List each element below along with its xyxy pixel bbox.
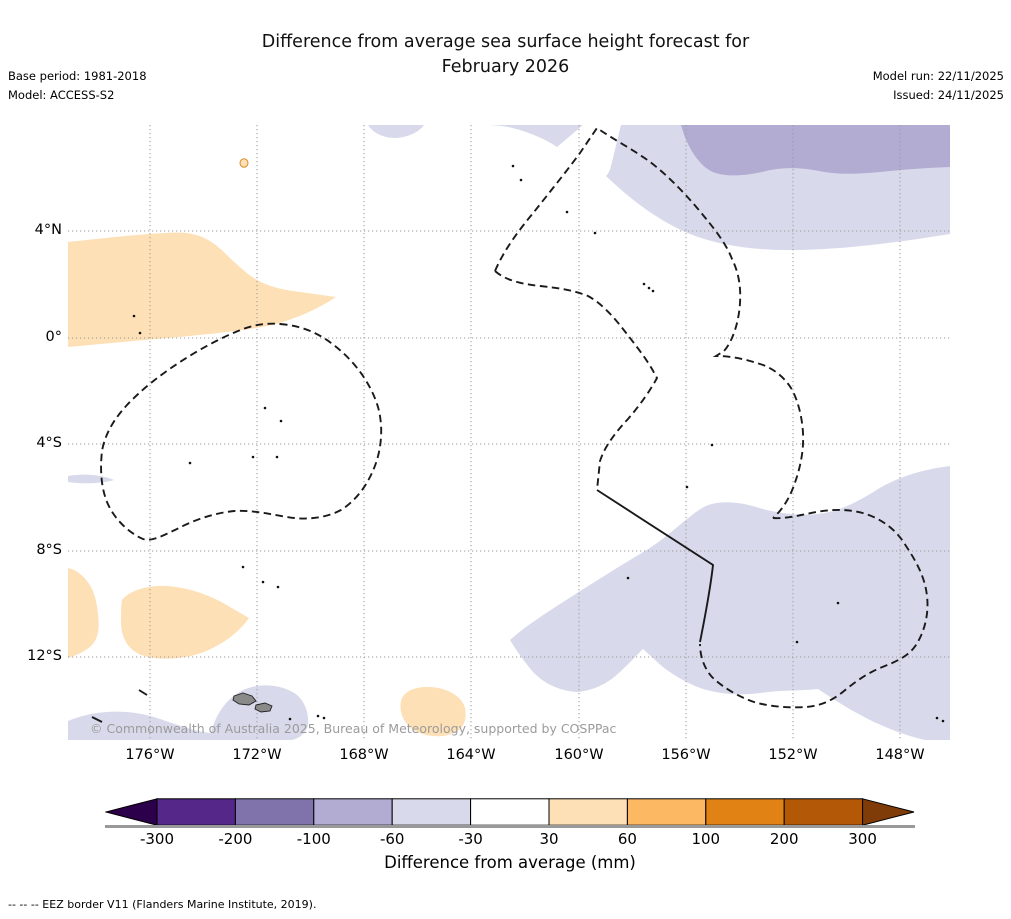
- islet-dot: [279, 419, 283, 423]
- islet-dot: [132, 314, 136, 318]
- page-title: Difference from average sea surface heig…: [0, 30, 1011, 79]
- lon-tick-label: 160°W: [554, 747, 604, 763]
- islet-dot: [710, 443, 714, 447]
- colorbar-shadow-line: [105, 825, 915, 828]
- model-run-label: Model run: 22/11/2025: [872, 69, 1004, 83]
- colorbar-tick-label: -100: [296, 830, 331, 848]
- lon-tick-label: 156°W: [661, 747, 711, 763]
- forecast-map: [68, 125, 950, 740]
- colorbar-tick-label: -30: [458, 830, 483, 848]
- colorbar-under-arrow: [105, 798, 158, 826]
- islet-dot: [511, 164, 515, 168]
- eez-border-solid: [596, 489, 715, 643]
- islet-dot: [519, 178, 523, 182]
- model-info-block: Base period: 1981-2018 Model: ACCESS-S2: [8, 67, 147, 105]
- colorbar-tick-label: -200: [218, 830, 253, 848]
- colorbar-over-arrow: [862, 798, 915, 826]
- title-line-2: February 2026: [441, 56, 570, 77]
- lat-tick-label: 4°S: [36, 435, 62, 451]
- island-upolu: [254, 702, 273, 713]
- islet-dot: [642, 282, 646, 286]
- islet-dot: [263, 406, 267, 410]
- eez-border-dashed: [100, 322, 383, 541]
- lon-tick-label: 176°W: [125, 747, 175, 763]
- colorbar-segment: [548, 798, 628, 826]
- islet-dot: [276, 585, 280, 589]
- anomaly-region-neg-60-100-northeast: [681, 125, 950, 176]
- colorbar-segment: [705, 798, 785, 826]
- anomaly-region-pos-30-60-atoll-dot: [239, 158, 249, 168]
- colorbar-segment: [234, 798, 315, 826]
- eez-border-dashed: [494, 126, 805, 519]
- eez-border-dashed: [494, 270, 659, 491]
- anomaly-region-pos-30-60-163W-14S: [400, 686, 466, 737]
- issued-label: Issued: 24/11/2025: [893, 88, 1004, 102]
- copyright-notice: © Commonwealth of Australia 2025, Bureau…: [90, 721, 617, 736]
- islet-dot: [935, 716, 939, 720]
- islet-dot: [322, 716, 326, 720]
- islet-dot: [251, 455, 255, 459]
- anomaly-region-pos-30-60-west-10S: [68, 568, 99, 658]
- islet-dot: [593, 231, 597, 235]
- anomaly-region-neg-30-60-north: [490, 125, 583, 147]
- lat-tick-label: 8°S: [36, 542, 62, 558]
- colorbar-tick-label: 300: [848, 830, 877, 848]
- islet-dot: [626, 576, 630, 580]
- lon-tick-label: 164°W: [446, 747, 496, 763]
- islet-dot: [275, 455, 279, 459]
- colorbar-tick-label: -60: [379, 830, 405, 848]
- lon-tick-label: 172°W: [232, 747, 282, 763]
- island-savaii: [232, 692, 257, 706]
- colorbar-tick-label: 100: [691, 830, 721, 848]
- anomaly-region-neg-30-60-west-sliver: [68, 474, 114, 484]
- colorbar-tick-label: -300: [139, 830, 175, 848]
- eez-footnote: -- -- -- EEZ border V11 (Flanders Marine…: [8, 898, 317, 911]
- title-line-1: Difference from average sea surface heig…: [261, 32, 750, 52]
- anomaly-region-neg-30-60-top-small: [368, 125, 424, 138]
- colorbar-segment: [783, 798, 864, 826]
- model-label: Model: ACCESS-S2: [8, 88, 115, 102]
- colorbar-title: Difference from average (mm): [384, 853, 636, 872]
- islet-dot: [138, 331, 142, 335]
- lon-tick-label: 152°W: [768, 747, 818, 763]
- colorbar-segment: [156, 798, 236, 826]
- lat-tick-label: 12°S: [27, 648, 62, 664]
- colorbar-segment: [313, 798, 393, 826]
- islet-dot: [647, 286, 651, 290]
- islet-dot: [651, 289, 655, 293]
- islet-dot: [316, 714, 320, 718]
- run-info-block: Model run: 22/11/2025 Issued: 24/11/2025: [873, 67, 1004, 105]
- islet-dot: [941, 719, 945, 723]
- islet-dot: [685, 485, 689, 489]
- islet-dot: [565, 210, 569, 214]
- lat-tick-label: 0°: [45, 329, 62, 345]
- anomaly-region-pos-30-60-equatorial-west: [68, 232, 336, 347]
- base-period-label: Base period: 1981-2018: [8, 69, 147, 83]
- colorbar-segment: [391, 798, 472, 826]
- colorbar-tick-label: 60: [617, 830, 637, 848]
- islet-dot: [836, 601, 840, 605]
- islet-dot: [241, 565, 245, 569]
- eez-border-fragment: [138, 689, 148, 696]
- colorbar-segment: [470, 798, 550, 826]
- islet-dot: [795, 640, 799, 644]
- colorbar: [105, 798, 915, 826]
- anomaly-region-neg-30-60-southeast: [510, 466, 950, 740]
- islet-dot: [288, 717, 292, 721]
- islet-dot: [261, 580, 265, 584]
- lat-tick-label: 4°N: [34, 222, 62, 238]
- lon-tick-label: 148°W: [875, 747, 925, 763]
- colorbar-tick-label: 200: [769, 830, 799, 848]
- lon-tick-label: 168°W: [339, 747, 389, 763]
- colorbar-segment: [626, 798, 707, 826]
- anomaly-region-pos-30-60-170W-11S: [121, 585, 249, 659]
- islet-dot: [188, 461, 192, 465]
- eez-border-fragment: [91, 716, 103, 723]
- eez-border-dashed: [699, 509, 929, 709]
- colorbar-tick-label: 30: [539, 830, 559, 848]
